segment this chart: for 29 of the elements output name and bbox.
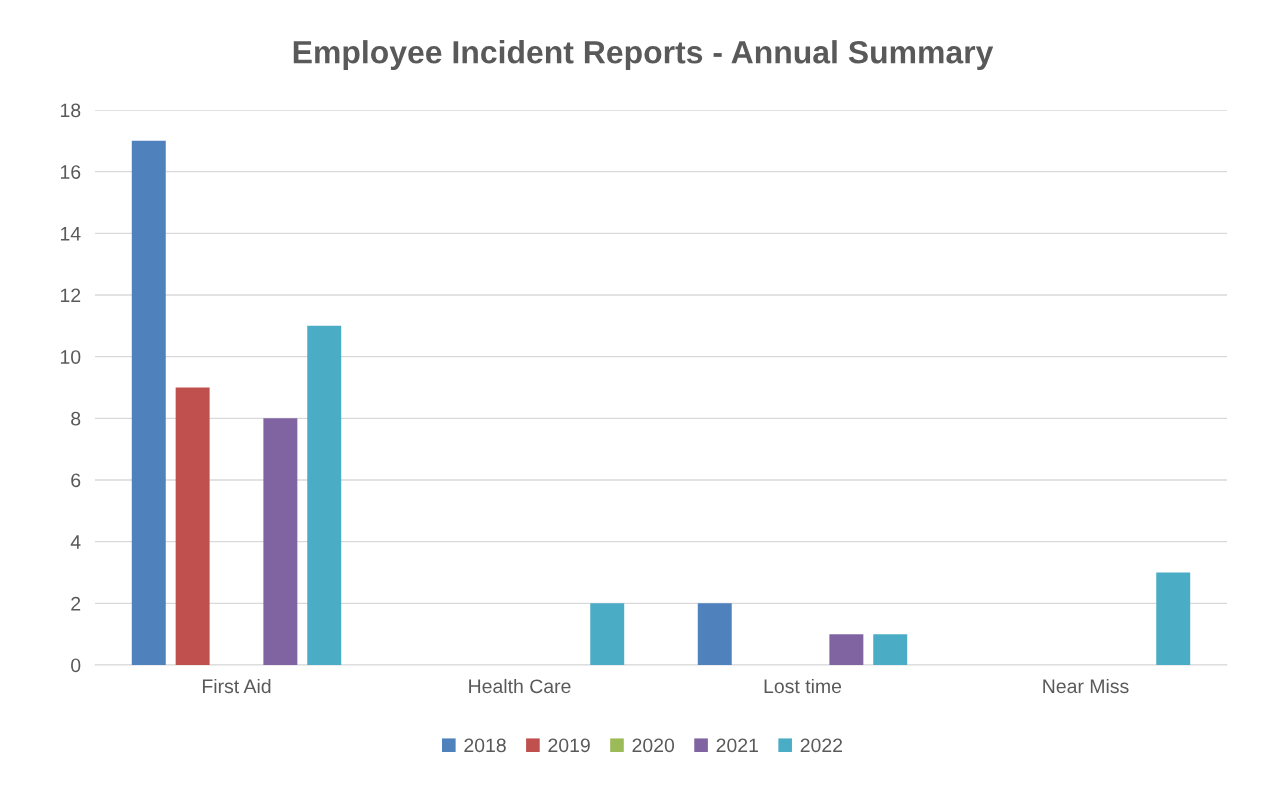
bar xyxy=(873,634,908,665)
legend-label: 2020 xyxy=(632,738,675,753)
bar xyxy=(263,418,298,665)
y-tick-label: 18 xyxy=(60,103,81,118)
x-tick-label: First Aid xyxy=(202,678,271,694)
legend-label: 2022 xyxy=(800,738,843,753)
y-tick-label: 10 xyxy=(60,350,81,364)
bar xyxy=(829,634,864,665)
y-tick-label: 4 xyxy=(70,535,81,549)
bar xyxy=(307,325,342,665)
y-tick-label: 8 xyxy=(71,411,81,426)
bar xyxy=(175,387,210,665)
bar xyxy=(590,603,625,665)
legend-label: 2018 xyxy=(464,738,506,753)
legend-label: 2019 xyxy=(548,738,590,753)
chart-title: Employee Incident Reports - Annual Summary xyxy=(293,40,994,70)
y-tick-label: 14 xyxy=(60,227,81,241)
y-tick-label: 0 xyxy=(71,658,81,673)
x-tick-label: Health Care xyxy=(469,678,571,694)
x-tick-label: Lost time xyxy=(764,678,842,694)
y-tick-label: 2 xyxy=(71,596,81,611)
y-tick-label: 6 xyxy=(71,473,81,488)
bar xyxy=(697,603,732,665)
y-tick-label: 12 xyxy=(60,288,81,303)
bar xyxy=(131,140,166,665)
y-tick-label: 16 xyxy=(60,165,81,179)
x-tick-label: Near Miss xyxy=(1043,678,1129,694)
bar xyxy=(1156,572,1191,665)
legend-label: 2021 xyxy=(716,738,758,753)
